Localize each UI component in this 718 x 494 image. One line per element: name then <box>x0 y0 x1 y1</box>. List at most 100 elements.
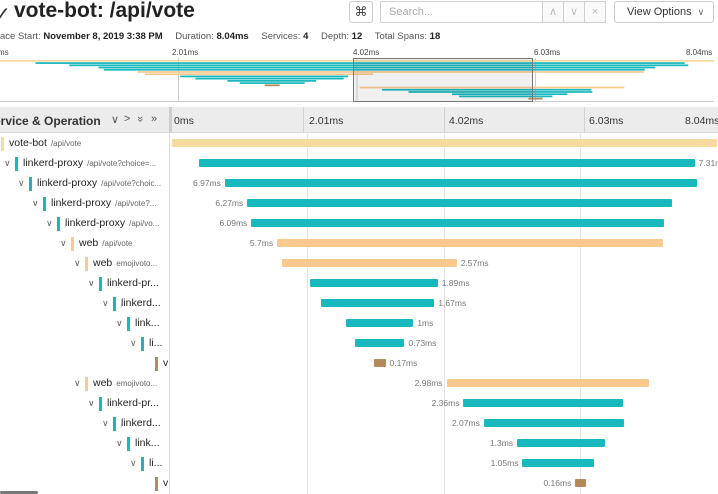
span-bar[interactable] <box>277 239 664 247</box>
span-toggle-icon[interactable]: ∨ <box>18 178 25 188</box>
trace-minimap[interactable]: ms 2.01ms 4.02ms 6.03ms 8.04ms <box>0 46 714 102</box>
span-timeline-cell[interactable]: 2.57ms <box>172 254 718 274</box>
span-bar[interactable] <box>251 219 665 227</box>
span-name-cell[interactable]: ∨ web/api/vote <box>0 234 170 254</box>
span-name-cell[interactable]: v <box>0 474 170 494</box>
view-options-button[interactable]: View Options ∨ <box>614 1 714 23</box>
span-toggle-icon[interactable]: ∨ <box>60 238 67 248</box>
span-timeline-cell[interactable]: 2.36ms <box>172 394 718 414</box>
span-row[interactable]: ∨ web emojivoto... 2.57ms <box>0 254 718 274</box>
span-name-cell[interactable]: vote-bot/api/vote <box>0 134 170 154</box>
span-name-cell[interactable]: ∨ linkerd-pr... <box>0 394 170 414</box>
span-toggle-icon[interactable]: ∨ <box>116 318 123 328</box>
span-toggle-icon[interactable]: ∨ <box>32 198 39 208</box>
span-timeline-cell[interactable]: 0.17ms <box>172 354 718 374</box>
span-bar[interactable] <box>345 319 414 327</box>
span-name-cell[interactable]: ∨ linkerd-pr... <box>0 274 170 294</box>
span-bar[interactable] <box>309 279 438 287</box>
span-name-cell[interactable]: ∨ linkerd-proxy/api/vo... <box>0 214 170 234</box>
expand-all-button[interactable]: » <box>151 113 158 125</box>
minimap-viewport-handle[interactable] <box>353 58 533 102</box>
span-timeline-cell[interactable]: 1.89ms <box>172 274 718 294</box>
span-timeline-cell[interactable]: 6.09ms <box>172 214 718 234</box>
collapse-one-button[interactable]: ∨ <box>111 114 120 126</box>
span-bar[interactable] <box>355 339 405 347</box>
prev-result-button[interactable]: ∧ <box>543 1 564 23</box>
span-row[interactable]: vote-bot/api/vote <box>0 134 718 154</box>
span-row[interactable]: ∨ linkerd-proxy/api/vote?choice=... 7.31ms <box>0 154 718 174</box>
span-row[interactable]: ∨ linkerd-pr... 1.89ms <box>0 274 718 294</box>
span-timeline-cell[interactable]: 6.27ms <box>172 194 718 214</box>
span-bar[interactable] <box>517 439 606 447</box>
span-bar[interactable] <box>224 179 698 187</box>
span-toggle-icon[interactable]: ∨ <box>130 338 137 348</box>
span-row[interactable]: ∨ linkerd-proxy/api/vo... 6.09ms <box>0 214 718 234</box>
span-row[interactable]: ∨ linkerd-proxy/api/vote?choic... 6.97ms <box>0 174 718 194</box>
span-timeline-cell[interactable]: 2.07ms <box>172 414 718 434</box>
collapse-trace-icon[interactable]: ✓ <box>0 4 11 26</box>
span-toggle-icon[interactable]: ∨ <box>130 458 137 468</box>
span-bar[interactable] <box>522 459 594 467</box>
span-row[interactable]: v 0.17ms <box>0 354 718 374</box>
span-bar[interactable] <box>247 199 673 207</box>
span-row[interactable]: ∨ web emojivoto... 2.98ms <box>0 374 718 394</box>
span-name-cell[interactable]: ∨ linkerd-proxy/api/vote?... <box>0 194 170 214</box>
span-name-cell[interactable]: ∨ linkerd-proxy/api/vote?choic... <box>0 174 170 194</box>
span-timeline-cell[interactable]: 1.67ms <box>172 294 718 314</box>
span-timeline-cell[interactable]: 7.31ms <box>172 154 718 174</box>
clear-search-button[interactable]: × <box>585 1 606 23</box>
span-toggle-icon[interactable]: ∨ <box>88 398 95 408</box>
span-toggle-icon[interactable]: ∨ <box>116 438 123 448</box>
span-name-cell[interactable]: ∨ linkerd... <box>0 414 170 434</box>
span-name-cell[interactable]: ∨ link... <box>0 314 170 334</box>
span-row[interactable]: ∨ link... 1.3ms <box>0 434 718 454</box>
span-timeline-cell[interactable]: 0.73ms <box>172 334 718 354</box>
expand-one-button[interactable]: > <box>124 113 131 125</box>
span-bar[interactable] <box>321 299 435 307</box>
span-row[interactable]: ∨ linkerd-pr... 2.36ms <box>0 394 718 414</box>
span-timeline-cell[interactable]: 1.3ms <box>172 434 718 454</box>
span-name-cell[interactable]: v <box>0 354 170 374</box>
minimap-canvas[interactable] <box>0 58 714 102</box>
span-bar[interactable] <box>374 359 386 367</box>
span-name-cell[interactable]: ∨ linkerd... <box>0 294 170 314</box>
span-row[interactable]: ∨ linkerd... 2.07ms <box>0 414 718 434</box>
span-timeline-cell[interactable]: 2.98ms <box>172 374 718 394</box>
span-toggle-icon[interactable]: ∨ <box>46 218 53 228</box>
span-timeline-cell[interactable]: 1.05ms <box>172 454 718 474</box>
span-row[interactable]: ∨ li... 1.05ms <box>0 454 718 474</box>
span-name-cell[interactable]: ∨ link... <box>0 434 170 454</box>
span-toggle-icon[interactable]: ∨ <box>74 258 81 268</box>
span-timeline-cell[interactable] <box>172 134 718 154</box>
span-row[interactable]: ∨ web/api/vote 5.7ms <box>0 234 718 254</box>
span-name-cell[interactable]: ∨ web emojivoto... <box>0 374 170 394</box>
span-name-cell[interactable]: ∨ web emojivoto... <box>0 254 170 274</box>
span-row[interactable]: v 0.16ms <box>0 474 718 494</box>
span-row[interactable]: ∨ link... 1ms <box>0 314 718 334</box>
span-toggle-icon[interactable]: ∨ <box>74 378 81 388</box>
keyboard-shortcuts-button[interactable]: ⌘ <box>349 1 373 23</box>
span-timeline-cell[interactable]: 5.7ms <box>172 234 718 254</box>
span-bar[interactable] <box>446 379 649 387</box>
search-input[interactable] <box>380 1 543 23</box>
collapse-all-button[interactable]: » <box>134 115 147 123</box>
span-row[interactable]: ∨ linkerd-proxy/api/vote?... 6.27ms <box>0 194 718 214</box>
span-row[interactable]: ∨ li... 0.73ms <box>0 334 718 354</box>
span-bar[interactable] <box>172 139 717 147</box>
horizontal-scrollbar[interactable] <box>0 491 38 494</box>
span-toggle-icon[interactable]: ∨ <box>88 278 95 288</box>
span-row[interactable]: ∨ linkerd... 1.67ms <box>0 294 718 314</box>
span-timeline-cell[interactable]: 1ms <box>172 314 718 334</box>
span-bar[interactable] <box>575 479 587 487</box>
span-bar[interactable] <box>483 419 625 427</box>
span-toggle-icon[interactable]: ∨ <box>102 298 109 308</box>
column-resizer[interactable] <box>169 107 172 133</box>
span-bar[interactable] <box>282 259 457 267</box>
span-name-cell[interactable]: ∨ linkerd-proxy/api/vote?choice=... <box>0 154 170 174</box>
span-toggle-icon[interactable]: ∨ <box>102 418 109 428</box>
span-name-cell[interactable]: ∨ li... <box>0 334 170 354</box>
span-name-cell[interactable]: ∨ li... <box>0 454 170 474</box>
span-bar[interactable] <box>463 399 624 407</box>
span-timeline-cell[interactable]: 6.97ms <box>172 174 718 194</box>
span-timeline-cell[interactable]: 0.16ms <box>172 474 718 494</box>
